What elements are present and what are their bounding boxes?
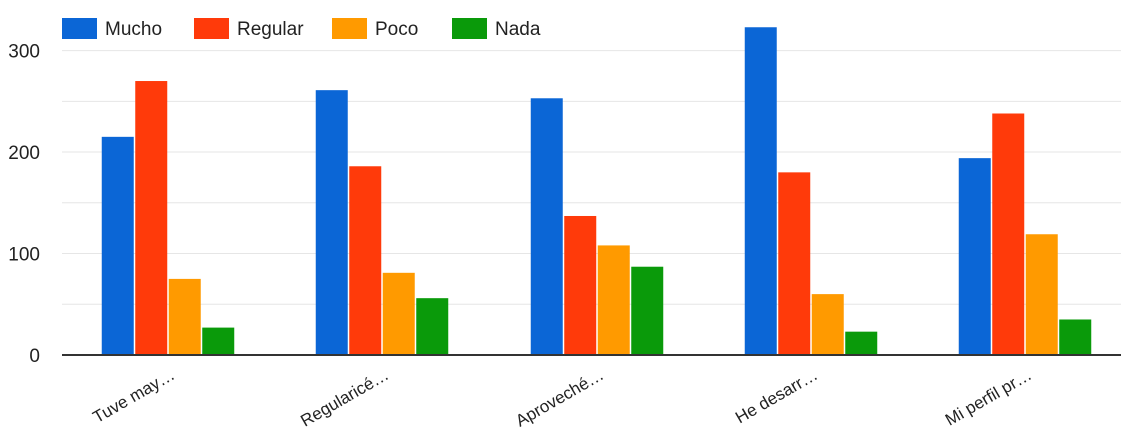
bar-poco <box>597 245 630 355</box>
bar-mucho <box>101 136 134 355</box>
x-axis-labels: Tuve may… Regularicé… Aproveché… He desarr…… <box>90 365 1035 431</box>
x-tick-label: Regularicé… <box>297 365 392 431</box>
bar-regular <box>135 81 168 355</box>
bar-group <box>744 27 878 355</box>
legend-swatch <box>332 18 367 39</box>
legend-label: Nada <box>495 19 541 40</box>
bar-group <box>530 98 664 355</box>
y-axis-ticks: 0 100 200 300 <box>8 42 40 367</box>
bar-mucho <box>958 158 991 355</box>
bar-poco <box>1025 234 1058 355</box>
bar-nada <box>1059 319 1092 355</box>
y-tick-label: 300 <box>8 42 40 63</box>
legend-label: Mucho <box>105 19 162 40</box>
bar-nada <box>416 298 449 355</box>
bar-group <box>958 113 1092 355</box>
bar-poco <box>382 272 415 355</box>
x-tick-label: Mi perfil pr… <box>942 365 1035 430</box>
x-tick-label: Aproveché… <box>512 365 607 431</box>
x-tick-label: Tuve may… <box>90 365 178 427</box>
legend-swatch <box>194 18 229 39</box>
bar-regular <box>992 113 1025 355</box>
bar-mucho <box>530 98 563 355</box>
bar-group <box>101 81 235 355</box>
bar-mucho <box>315 90 348 355</box>
bar-poco <box>811 294 844 355</box>
gridlines <box>62 50 1121 305</box>
legend-item-mucho: Mucho <box>62 18 162 40</box>
bar-regular <box>778 172 811 355</box>
y-tick-label: 0 <box>29 346 40 367</box>
legend-item-poco: Poco <box>332 18 418 40</box>
bar-nada <box>845 331 878 355</box>
legend-label: Poco <box>375 19 418 40</box>
bar-group <box>315 90 449 355</box>
legend-label: Regular <box>237 19 304 40</box>
bar-poco <box>168 278 201 355</box>
bar-regular <box>349 166 382 355</box>
y-tick-label: 200 <box>8 143 40 164</box>
legend: Mucho Regular Poco Nada <box>62 18 541 40</box>
bars <box>101 27 1092 355</box>
x-tick-label: He desarr… <box>732 365 821 427</box>
legend-item-nada: Nada <box>452 18 541 40</box>
bar-nada <box>202 327 235 355</box>
bar-nada <box>631 266 664 355</box>
y-tick-label: 100 <box>8 245 40 266</box>
legend-swatch <box>452 18 487 39</box>
bar-regular <box>564 215 597 355</box>
legend-swatch <box>62 18 97 39</box>
bar-mucho <box>744 27 777 355</box>
legend-item-regular: Regular <box>194 18 304 40</box>
